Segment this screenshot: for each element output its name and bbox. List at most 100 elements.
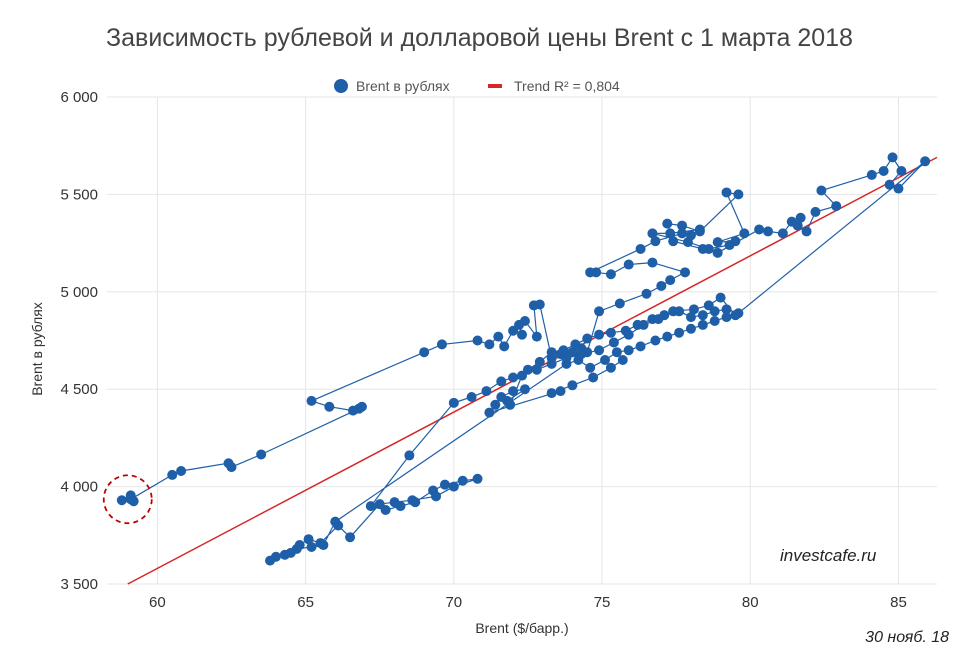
data-point (585, 362, 596, 373)
y-tick-label: 4 000 (60, 479, 98, 496)
data-point (374, 499, 385, 510)
data-point (567, 380, 578, 391)
annotation-layer (102, 474, 153, 525)
data-point (407, 495, 418, 506)
data-point (600, 354, 610, 365)
data-point (303, 534, 314, 545)
data-point (594, 306, 605, 317)
y-tick-label: 6 000 (60, 89, 98, 106)
data-point (167, 469, 178, 480)
data-point (801, 226, 812, 237)
data-point (668, 306, 679, 317)
data-point (519, 316, 530, 327)
data-point (517, 329, 527, 340)
data-point (677, 228, 688, 239)
data-point (582, 333, 593, 344)
data-point (226, 462, 237, 473)
data-point (623, 345, 634, 356)
data-point (546, 388, 557, 399)
data-point (739, 228, 750, 239)
data-point (884, 179, 895, 190)
data-point (650, 335, 661, 346)
data-point (605, 362, 616, 373)
data-point (436, 339, 447, 350)
highlight-circle (102, 474, 153, 525)
y-axis-label: Brent в рублях (29, 302, 45, 396)
data-point (508, 386, 519, 397)
x-tick-labels: 60 65 70 75 80 85 (149, 594, 907, 611)
data-point (641, 288, 652, 299)
data-point (490, 399, 501, 410)
data-point (920, 156, 931, 167)
legend-label-trend: Trend R² = 0,804 (514, 78, 620, 94)
data-point (605, 269, 616, 280)
data-point (499, 341, 510, 352)
y-tick-label: 3 500 (60, 576, 98, 593)
data-point (431, 491, 442, 502)
data-point (588, 372, 599, 383)
data-point (472, 473, 483, 484)
data-point (546, 347, 557, 358)
data-point (419, 347, 430, 358)
data-point (448, 481, 459, 492)
data-point (674, 327, 685, 338)
data-point (493, 331, 504, 342)
data-point (345, 532, 356, 543)
data-point (496, 376, 507, 387)
data-point (534, 356, 545, 367)
data-point (623, 329, 634, 340)
data-point (176, 466, 187, 477)
data-point (594, 345, 605, 356)
data-point (777, 228, 788, 239)
data-point (594, 329, 605, 340)
data-point (878, 166, 889, 177)
data-point (685, 323, 696, 334)
data-point (306, 541, 317, 552)
data-point (330, 516, 341, 527)
y-tick-label: 4 500 (60, 381, 98, 398)
data-point (816, 185, 827, 196)
data-point (635, 243, 646, 254)
legend-marker-brent (334, 79, 348, 93)
data-point (694, 226, 705, 237)
data-point (605, 327, 616, 338)
x-tick-label: 70 (445, 594, 462, 611)
data-point (546, 358, 557, 369)
data-point (709, 316, 720, 327)
y-tick-label: 5 000 (60, 284, 98, 301)
x-axis-label: Brent ($/барр.) (475, 620, 568, 636)
data-point (893, 183, 904, 194)
data-point (439, 479, 450, 490)
data-point (896, 166, 907, 177)
x-tick-label: 85 (890, 594, 907, 611)
x-tick-label: 75 (594, 594, 611, 611)
date-note: 30 нояб. 18 (865, 629, 949, 646)
data-point (617, 354, 628, 365)
data-point (730, 236, 741, 247)
data-point (256, 449, 267, 460)
data-point (683, 237, 693, 248)
legend-label-brent: Brent в рублях (356, 78, 450, 94)
data-point (291, 543, 302, 554)
data-point (668, 236, 679, 247)
data-point (481, 386, 492, 397)
data-point (656, 280, 667, 291)
data-point (650, 236, 661, 247)
data-point (608, 337, 619, 348)
data-point (721, 187, 732, 198)
data-point (697, 319, 708, 330)
data-point (680, 267, 691, 278)
data-point (688, 304, 699, 315)
data-point (116, 495, 127, 506)
data-point (677, 220, 688, 231)
data-point (685, 312, 696, 323)
data-point (508, 372, 519, 383)
data-point (638, 319, 649, 330)
data-point (496, 391, 507, 402)
data-point (306, 395, 317, 406)
data-point (795, 212, 806, 223)
legend-marker-trend (488, 84, 502, 88)
data-point (534, 299, 545, 310)
data-point (348, 405, 359, 416)
